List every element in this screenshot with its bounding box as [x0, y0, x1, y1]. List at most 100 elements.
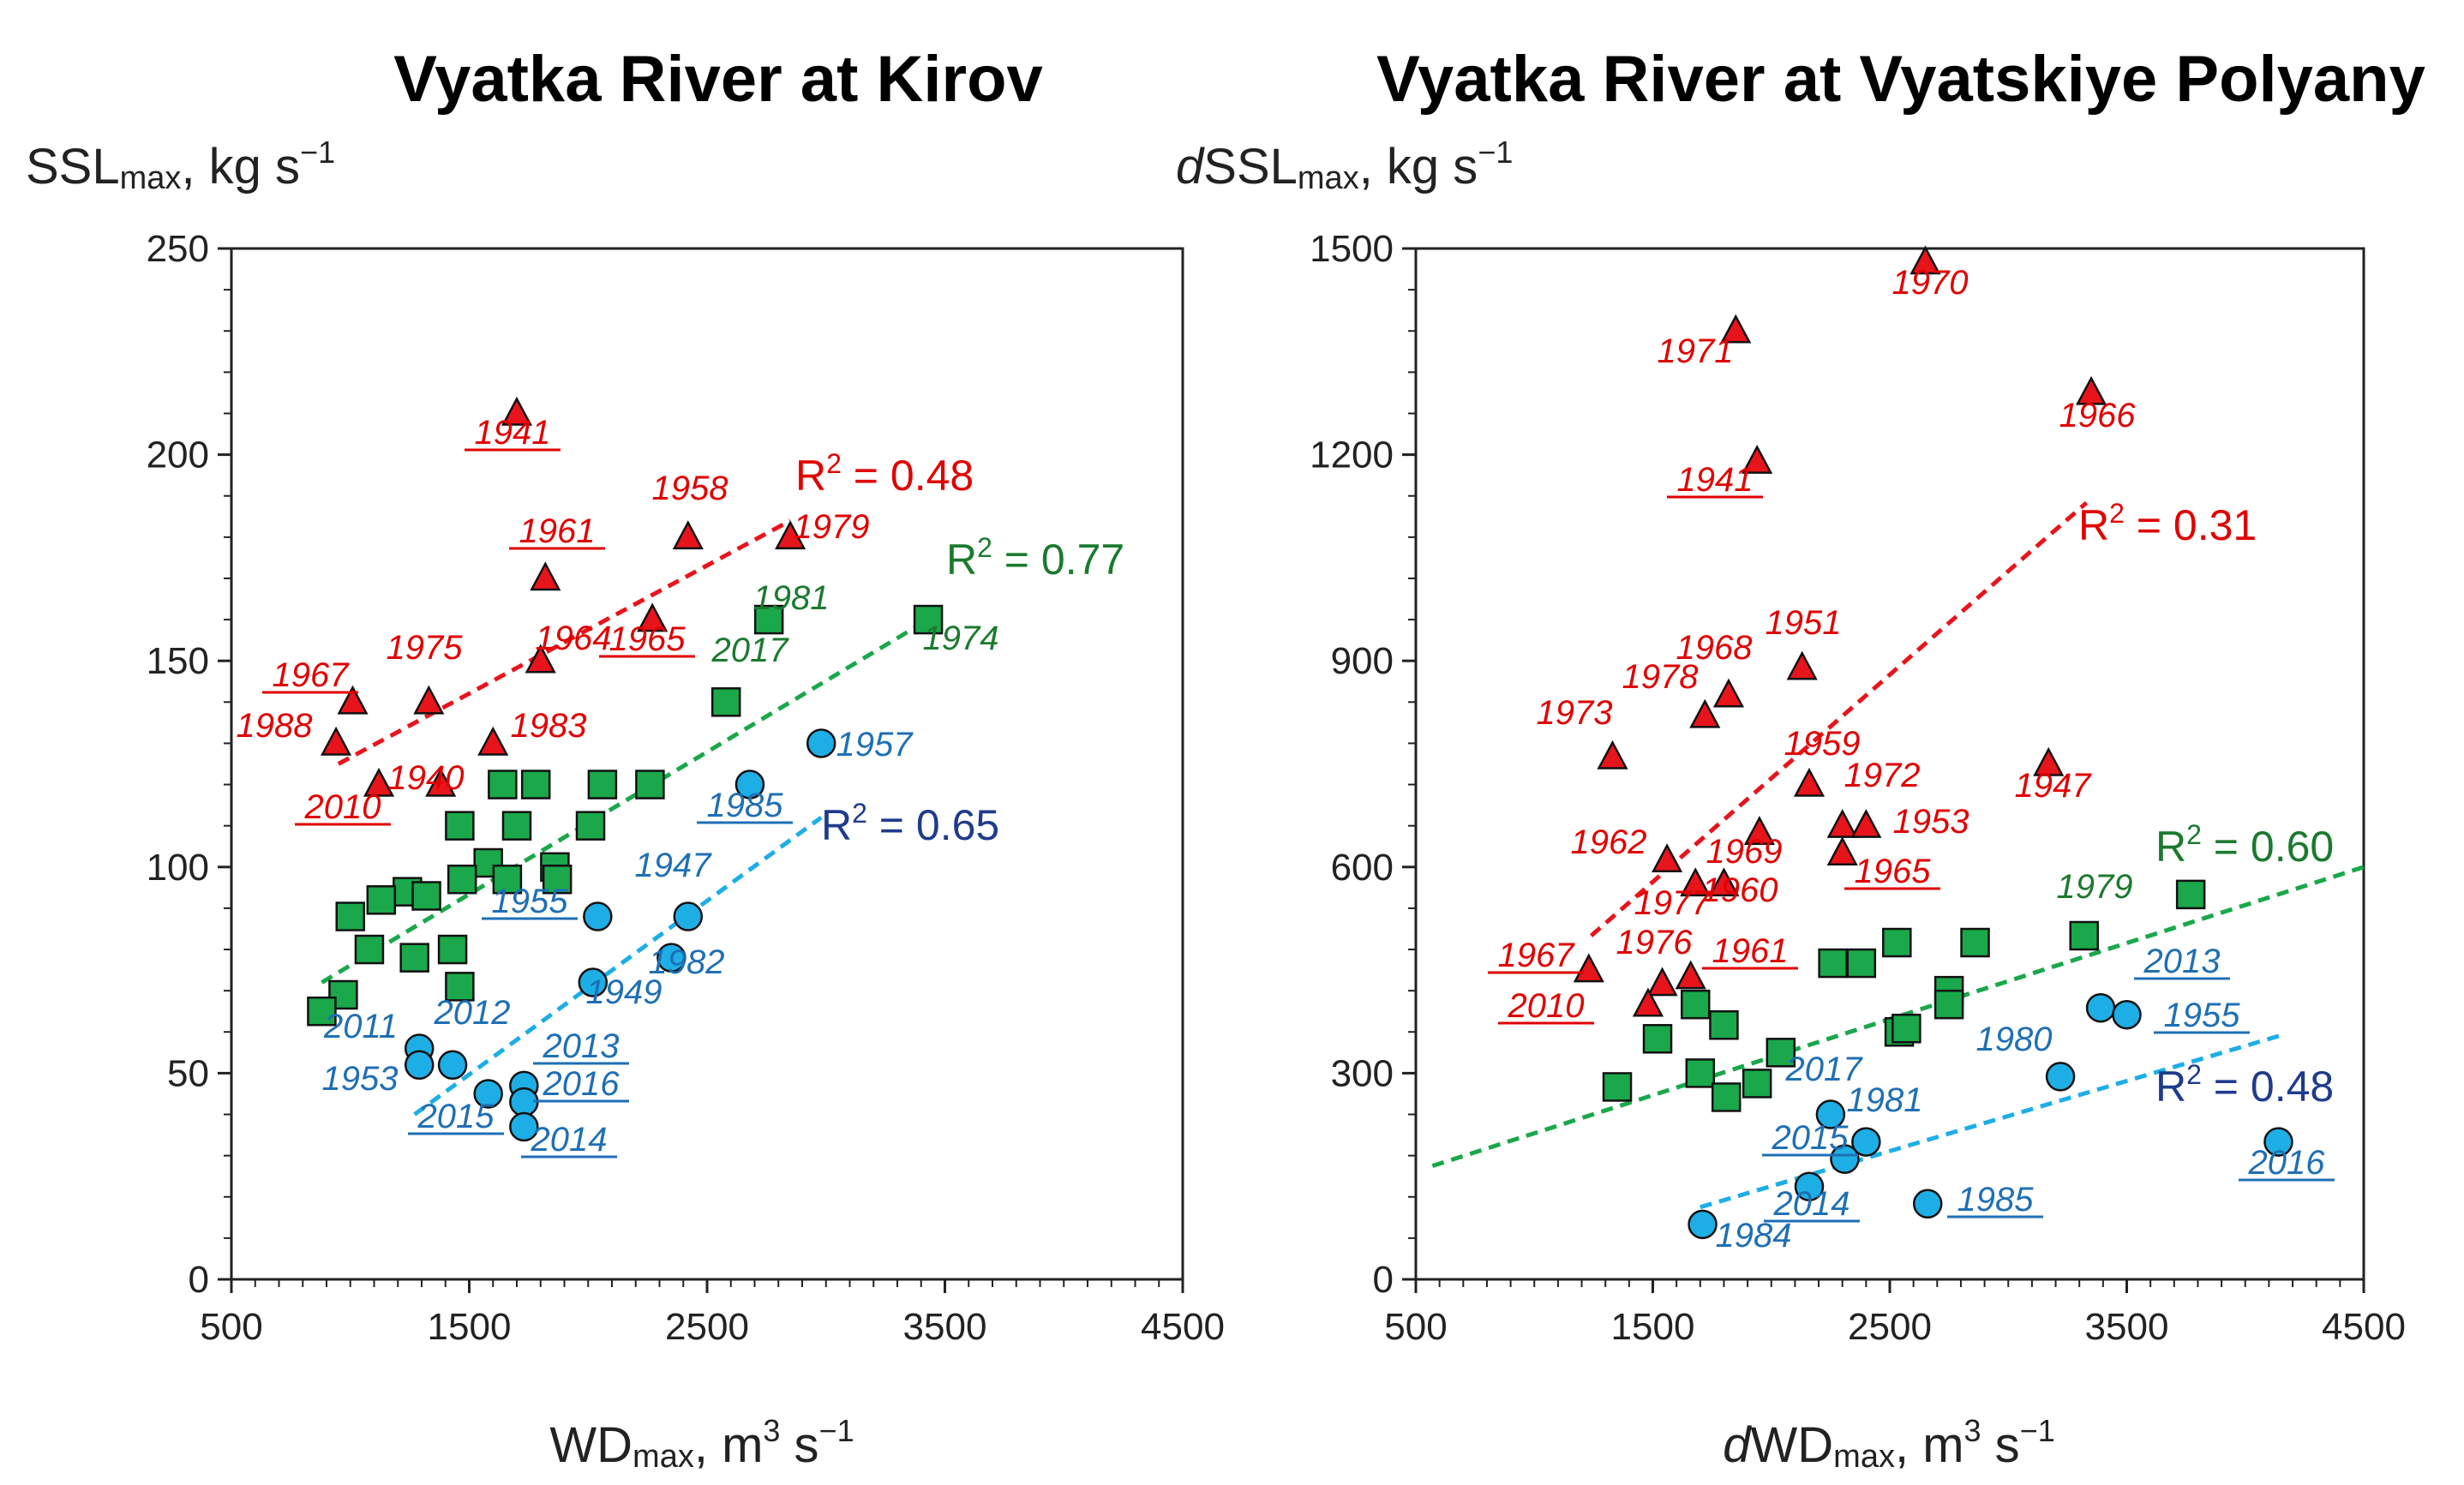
x-tick-label: 4500 — [1141, 1306, 1225, 1348]
data-point-triangle — [363, 767, 395, 797]
x-tick-label: 2500 — [665, 1306, 749, 1348]
y-tick-label: 900 — [1331, 640, 1394, 682]
year-label: 1961 — [519, 512, 596, 550]
year-label: 2017 — [1785, 1051, 1864, 1088]
r-squared-label: R2 = 0.48 — [2155, 1059, 2334, 1111]
year-label: 1982 — [649, 943, 725, 981]
year-label: 1978 — [1622, 658, 1700, 696]
y-tick-label: 1200 — [1310, 434, 1394, 476]
trend-line-circle — [413, 816, 823, 1117]
year-label: 1976 — [1616, 924, 1694, 961]
year-label: 1980 — [1976, 1021, 2053, 1058]
data-point-circle — [1815, 1099, 1846, 1129]
data-point-circle — [583, 901, 613, 931]
year-label: 1969 — [1706, 833, 1783, 871]
data-point-square — [1818, 948, 1848, 979]
data-point-square — [447, 864, 477, 895]
data-point-circle — [404, 1050, 435, 1081]
data-point-square — [411, 881, 441, 911]
year-label: 1977 — [1634, 884, 1712, 922]
data-point-circle — [1688, 1209, 1718, 1240]
data-point-square — [542, 864, 573, 895]
year-label: 1979 — [794, 508, 870, 546]
data-point-square — [1960, 927, 1990, 958]
data-point-triangle — [2033, 746, 2065, 776]
data-point-circle — [509, 1111, 539, 1142]
r-squared-label: R2 = 0.77 — [946, 532, 1124, 584]
data-point-square — [1711, 1082, 1742, 1112]
data-point-triangle — [1712, 678, 1745, 708]
year-label: 1957 — [836, 726, 914, 763]
data-point-circle — [1851, 1127, 1881, 1157]
data-point-triangle — [1573, 953, 1604, 983]
data-point-square — [488, 769, 518, 799]
data-point-square — [1933, 989, 1964, 1020]
data-point-triangle — [1720, 314, 1752, 344]
year-label: 1972 — [1844, 757, 1921, 794]
x-tick-label: 2500 — [1848, 1306, 1932, 1348]
year-label: 1966 — [2059, 397, 2137, 434]
data-point-circle — [437, 1050, 468, 1081]
data-point-triangle — [477, 726, 509, 756]
year-label: 1940 — [388, 759, 465, 797]
data-point-square — [753, 604, 784, 635]
data-point-circle — [656, 943, 686, 973]
x-tick-label: 1500 — [1611, 1306, 1695, 1348]
year-label: 1968 — [1676, 629, 1754, 667]
data-point-square — [1846, 948, 1877, 979]
x-tick-label: 3500 — [2085, 1306, 2169, 1348]
data-point-triangle — [1652, 843, 1683, 873]
data-point-square — [520, 769, 551, 799]
r-squared-label: R2 = 0.65 — [821, 798, 999, 849]
data-point-square — [1742, 1069, 1772, 1099]
data-point-triangle — [672, 520, 704, 550]
year-label: 1967 — [273, 656, 351, 694]
data-point-square — [710, 687, 741, 717]
data-point-square — [445, 811, 475, 841]
plot-area: 500 1500 2500 3500 4500 0 50 100 150 200 250 1941 19… — [147, 228, 1225, 1348]
data-point-square — [1602, 1072, 1633, 1102]
year-label: 2015 — [417, 1098, 495, 1135]
data-point-circle — [1912, 1189, 1943, 1219]
y-tick-label: 0 — [1373, 1259, 1394, 1301]
r-squared-label: R2 = 0.60 — [2155, 819, 2334, 871]
data-point-square — [473, 847, 503, 878]
data-point-square — [335, 901, 365, 931]
data-point-triangle — [637, 602, 668, 632]
year-label: 1955 — [492, 883, 569, 920]
data-point-circle — [2045, 1062, 2076, 1092]
year-label: 1953 — [322, 1060, 399, 1098]
y-tick-label: 50 — [167, 1052, 209, 1094]
data-point-circle — [673, 901, 704, 931]
y-tick-label: 200 — [147, 434, 209, 476]
data-point-triangle — [1909, 245, 1941, 275]
data-point-circle — [2085, 992, 2116, 1023]
year-label: 1971 — [1658, 332, 1734, 370]
x-tick-label: 4500 — [2322, 1306, 2406, 1348]
y-tick-label: 300 — [1331, 1052, 1394, 1094]
y-tick-label: 250 — [147, 228, 209, 270]
year-label: 2017 — [711, 632, 790, 669]
x-tick-label: 500 — [200, 1306, 262, 1348]
plot-area: 500 1500 2500 3500 4500 0 300 600 900 1200 1500 197… — [1310, 228, 2406, 1348]
year-label: 1985 — [707, 787, 784, 824]
data-point-triangle — [337, 685, 369, 715]
data-point-triangle — [1793, 767, 1826, 797]
data-point-triangle — [1850, 809, 1882, 838]
data-point-square — [1681, 989, 1711, 1020]
x-tick-label: 1500 — [428, 1306, 512, 1348]
chart-title: Vyatka River at Kirov — [393, 43, 1043, 116]
year-label: 1941 — [1677, 461, 1754, 499]
x-tick-label: 3500 — [903, 1306, 987, 1348]
year-label: 1984 — [1716, 1217, 1792, 1254]
data-point-triangle — [413, 685, 445, 715]
data-point-triangle — [2075, 375, 2107, 405]
year-label: 1983 — [511, 707, 587, 745]
y-tick-label: 150 — [147, 640, 209, 682]
year-label: 1967 — [1498, 937, 1576, 974]
year-label: 2014 — [531, 1121, 608, 1159]
year-label: 1964 — [536, 620, 612, 657]
data-point-square — [1642, 1024, 1673, 1054]
data-point-square — [2069, 920, 2099, 951]
